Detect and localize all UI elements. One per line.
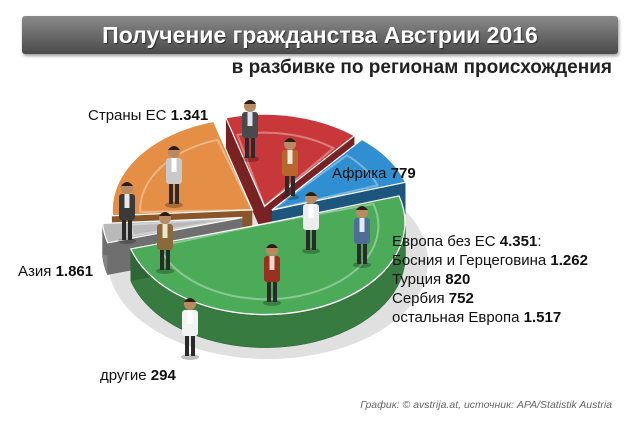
breakdown-item: Сербия 752 <box>392 290 474 307</box>
person-figure <box>281 138 299 200</box>
label-asia: Азия 1.861 <box>18 263 94 280</box>
person-figure <box>241 100 259 162</box>
pie-slice-side-eu <box>225 117 265 239</box>
title-bar <box>22 16 618 54</box>
chart-subtitle: в разбивке по регионам происхождения <box>231 57 612 78</box>
breakdown-item: Турция 820 <box>392 271 471 288</box>
chart-title: Получение гражданства Австрии 2016 <box>102 22 538 48</box>
breakdown-item: Босния и Герцеговина 1.262 <box>392 252 588 269</box>
source-credit: График: © avstrija.at, источник: APA/Sta… <box>360 399 612 411</box>
person-figure <box>181 298 199 360</box>
label-other: другие 294 <box>100 367 176 384</box>
label-eu: Страны ЕС 1.341 <box>88 107 209 124</box>
person-figure <box>263 244 281 306</box>
person-figure <box>302 192 320 254</box>
pie-slice-wall-europe_non_eu <box>130 225 406 348</box>
person-figure <box>118 182 136 244</box>
pie-slice-top-africa <box>271 138 407 211</box>
breakdown-item: остальная Европа 1.517 <box>392 309 562 326</box>
pie-slice-highlight-africa <box>271 154 380 211</box>
pie-slice-top-europe_non_eu <box>129 195 406 315</box>
label-europe-non-eu: Европа без ЕС 4.351: Босния и Герцеговин… <box>392 233 588 326</box>
pie-slice-top-asia <box>111 120 254 217</box>
pie-slice-highlight-europe_non_eu <box>157 202 380 301</box>
label-africa: Африка 779 <box>332 165 416 182</box>
person-figure <box>353 206 371 268</box>
person-figure <box>165 146 183 208</box>
person-figure <box>156 212 174 274</box>
pie-slice-highlight-asia <box>139 138 254 214</box>
